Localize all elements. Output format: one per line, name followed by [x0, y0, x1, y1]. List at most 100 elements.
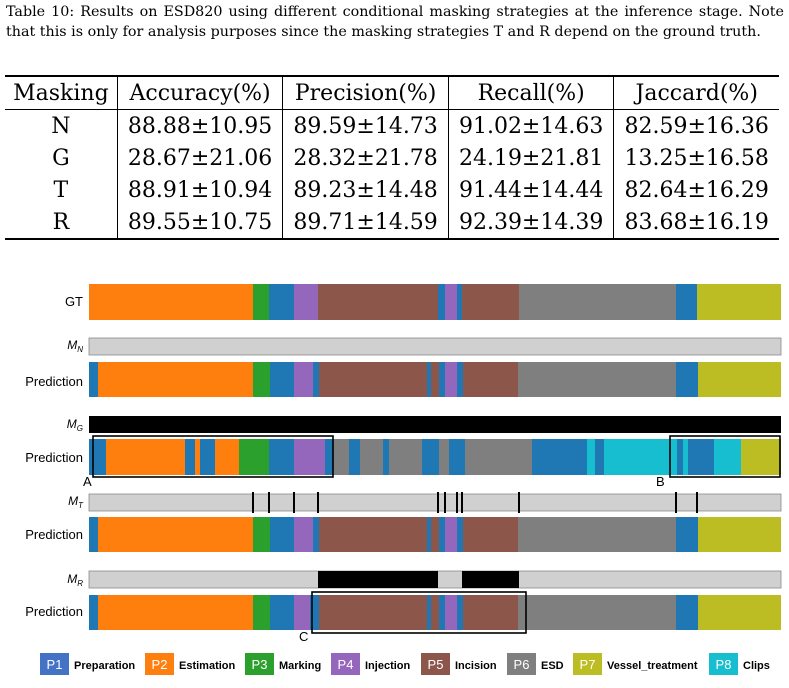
header-cell: Accuracy(%) [116, 76, 283, 110]
row-label-mask-g: MG [67, 417, 83, 433]
box-label-a: A [83, 474, 92, 489]
legend-code: P3 [252, 657, 268, 672]
segment-p5 [319, 362, 427, 397]
segment-p8 [587, 439, 595, 475]
segment-p5 [319, 517, 427, 552]
segment-p6 [518, 517, 676, 552]
prediction-n-bar [89, 362, 781, 397]
legend-swatch-p7 [573, 653, 602, 675]
segment-p1 [676, 595, 698, 630]
segment-p1 [676, 517, 698, 552]
segment-p1 [269, 284, 294, 320]
segment-p1 [89, 595, 98, 630]
segment-p1 [313, 517, 319, 552]
mask-symbol: M [68, 494, 78, 508]
legend-code: P5 [428, 657, 444, 672]
legend-label: Estimation [179, 660, 236, 672]
segment-p1 [427, 362, 431, 397]
segment-p1 [595, 439, 604, 475]
table-cell: 82.59±16.36 [613, 109, 779, 142]
table-row: R 89.55±10.75 89.71±14.59 92.39±14.39 83… [5, 206, 779, 239]
mask-subscript: G [77, 424, 83, 433]
segment-p6 [333, 439, 349, 475]
segment-p3 [253, 362, 270, 397]
table-cell: N [51, 113, 71, 139]
row-label-mask-r: MR [67, 572, 83, 588]
legend-code: P8 [716, 657, 732, 672]
segment-p1 [427, 595, 431, 630]
row-label-mask-t: MT [68, 494, 84, 510]
segment-p5 [318, 284, 438, 320]
segment-p1 [532, 439, 587, 475]
legend-code: P2 [152, 657, 168, 672]
table-cell: 88.91±10.94 [116, 174, 283, 206]
segment-p1 [313, 362, 319, 397]
segment-p4 [294, 284, 318, 320]
segment-p6 [389, 439, 422, 475]
mask-subscript: N [77, 345, 83, 354]
results-table: Masking Accuracy(%) Precision(%) Recall(… [5, 75, 779, 240]
row-label-mask-n: MN [67, 338, 83, 354]
segment-p1 [677, 439, 683, 475]
table-row: G 28.67±21.06 28.32±21.78 24.19±21.81 13… [5, 142, 779, 174]
segment-p2 [215, 439, 239, 475]
segment-p2 [98, 595, 253, 630]
highlight-box-b [669, 435, 781, 478]
segment-p4 [294, 595, 310, 630]
row-label-prediction: Prediction [25, 374, 83, 389]
segment-p6 [519, 284, 676, 320]
segment-p5 [463, 362, 518, 397]
segment-p4 [445, 517, 457, 552]
table-cell: 89.71±14.59 [282, 206, 449, 239]
legend-label: Vessel_treatment [607, 660, 698, 672]
segment-p5 [463, 595, 518, 630]
mask-n-bar [88, 337, 782, 356]
header-cell: Jaccard(%) [613, 76, 779, 110]
segment-p5 [462, 284, 519, 320]
segment-p5 [431, 362, 439, 397]
box-label-c: C [299, 629, 308, 644]
segment-p3 [253, 517, 270, 552]
segment-p6 [465, 439, 532, 475]
segment-p1 [439, 517, 445, 552]
segment-p4 [294, 362, 313, 397]
table-row: N 88.88±10.95 89.59±14.73 91.02±14.63 82… [5, 109, 779, 142]
segment-p1 [310, 595, 319, 630]
segment-p1 [449, 439, 465, 475]
segment-p2 [195, 439, 200, 475]
table-cell: 88.88±10.95 [116, 109, 283, 142]
header-cell: Masking [13, 80, 109, 106]
mask-subscript: R [77, 579, 83, 588]
segment-p2 [98, 517, 253, 552]
segment-p1 [383, 439, 389, 475]
legend-swatch-p4 [331, 653, 360, 675]
header-cell: Recall(%) [447, 76, 614, 110]
segment-p4 [445, 595, 457, 630]
segment-p6 [518, 595, 676, 630]
legend-code: P1 [47, 657, 63, 672]
table-cell: 83.68±16.19 [613, 206, 779, 239]
table-cell: T [53, 177, 69, 203]
gt-bar [89, 284, 781, 320]
table-cell: G [52, 145, 70, 171]
segment-p1 [457, 362, 463, 397]
legend-label: Marking [279, 660, 321, 672]
box-label-b: B [656, 474, 665, 489]
segment-p1 [457, 595, 463, 630]
table-cell: 24.19±21.81 [447, 142, 614, 174]
table-cell: 13.25±16.58 [613, 142, 779, 174]
segment-p8 [683, 439, 688, 475]
segment-p4 [294, 439, 325, 475]
segment-p5 [463, 517, 518, 552]
segment-p1 [676, 362, 698, 397]
prediction-g-bar [89, 439, 781, 475]
segment-p5 [431, 517, 439, 552]
mask-symbol: M [67, 572, 77, 586]
legend-swatch-p6 [507, 653, 536, 675]
segment-p1 [457, 284, 462, 320]
mask-t-bar [88, 492, 782, 513]
table-header-row: Masking Accuracy(%) Precision(%) Recall(… [5, 76, 779, 110]
highlight-box-c [311, 591, 527, 634]
segment-p6 [518, 362, 676, 397]
segment-p7 [697, 284, 781, 320]
